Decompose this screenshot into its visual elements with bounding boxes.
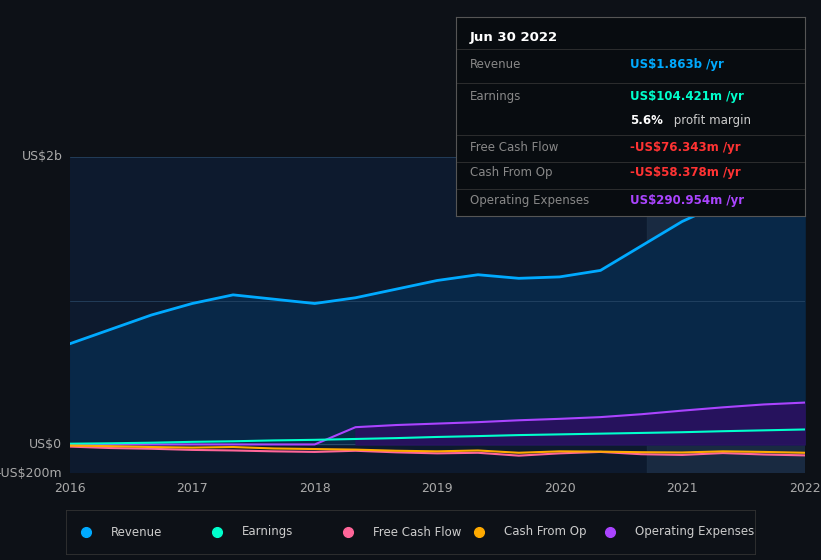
Text: Free Cash Flow: Free Cash Flow xyxy=(373,525,461,539)
Text: Cash From Op: Cash From Op xyxy=(470,166,552,179)
Text: 2018: 2018 xyxy=(299,482,331,495)
Text: -US$200m: -US$200m xyxy=(0,466,62,480)
Text: 2017: 2017 xyxy=(177,482,209,495)
Text: US$1.863b /yr: US$1.863b /yr xyxy=(631,58,724,71)
Text: 2020: 2020 xyxy=(544,482,576,495)
Text: Free Cash Flow: Free Cash Flow xyxy=(470,141,558,153)
Text: US$290.954m /yr: US$290.954m /yr xyxy=(631,194,745,207)
Text: Operating Expenses: Operating Expenses xyxy=(635,525,754,539)
Text: Earnings: Earnings xyxy=(241,525,293,539)
Bar xyxy=(647,157,805,473)
Text: profit margin: profit margin xyxy=(670,114,751,127)
Text: Earnings: Earnings xyxy=(470,90,521,103)
Text: 2021: 2021 xyxy=(667,482,698,495)
Text: Cash From Op: Cash From Op xyxy=(503,525,586,539)
Text: -US$58.378m /yr: -US$58.378m /yr xyxy=(631,166,741,179)
Text: 2016: 2016 xyxy=(54,482,85,495)
Text: -US$76.343m /yr: -US$76.343m /yr xyxy=(631,141,741,153)
Text: Revenue: Revenue xyxy=(111,525,162,539)
Text: Operating Expenses: Operating Expenses xyxy=(470,194,589,207)
Text: 2022: 2022 xyxy=(789,482,820,495)
Text: 5.6%: 5.6% xyxy=(631,114,663,127)
Text: 2019: 2019 xyxy=(421,482,453,495)
Text: US$0: US$0 xyxy=(30,438,62,451)
Text: Revenue: Revenue xyxy=(470,58,521,71)
Text: Jun 30 2022: Jun 30 2022 xyxy=(470,31,557,44)
Text: US$104.421m /yr: US$104.421m /yr xyxy=(631,90,744,103)
Text: US$2b: US$2b xyxy=(21,150,62,164)
